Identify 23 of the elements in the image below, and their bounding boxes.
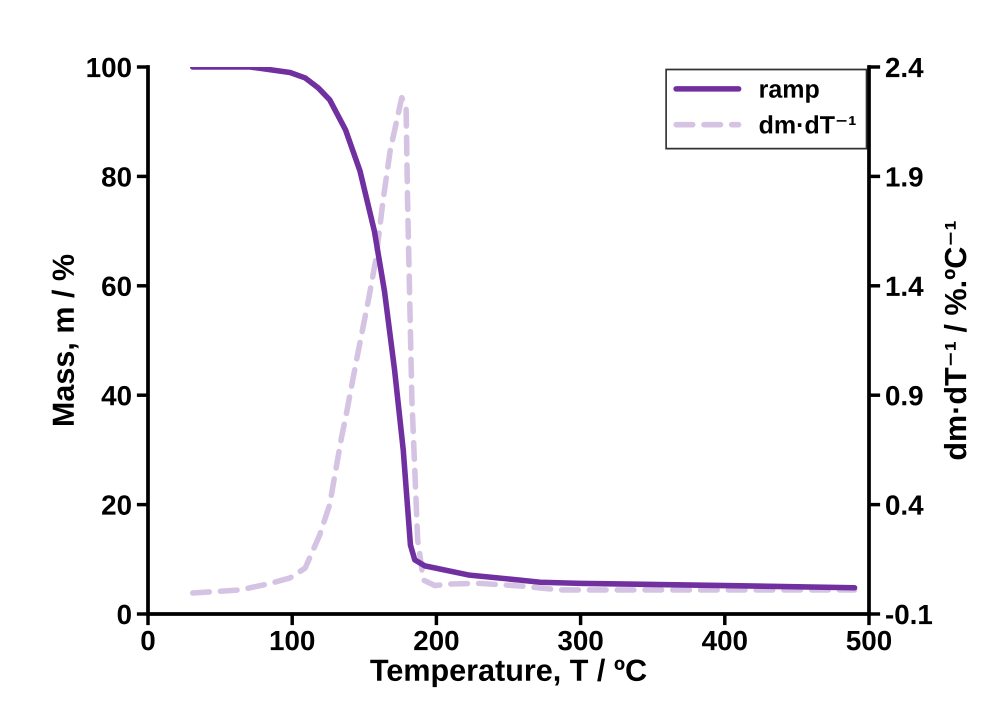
y2-tick-label: 1.4 — [886, 276, 924, 296]
y2-axis-title: dm·dT⁻¹ / %.ºC⁻¹ — [944, 221, 967, 460]
x-tick-label: 100 — [270, 630, 314, 650]
legend-label: ramp — [760, 84, 819, 103]
legend-label: dm·dT⁻¹ — [760, 115, 856, 134]
y-tick-label: 40 — [102, 386, 131, 406]
y-axis-title: Mass, m / % — [52, 254, 79, 426]
x-tick-label: 400 — [702, 630, 747, 650]
y2-tick-label: 1.9 — [886, 167, 923, 187]
y-tick-label: 0 — [118, 604, 131, 624]
y-tick-label: 20 — [102, 495, 131, 515]
x-axis-title: Temperature, T / ºC — [370, 658, 646, 688]
x-tick-label: 0 — [141, 630, 155, 650]
x-tick-label: 200 — [414, 630, 458, 650]
y-tick-label: 100 — [87, 58, 131, 78]
y2-tick-label: 0.9 — [886, 386, 923, 406]
y-tick-label: 80 — [102, 167, 131, 187]
y2-tick-label: 0.4 — [886, 495, 924, 515]
y-tick-label: 60 — [102, 276, 131, 296]
y2-tick-label: 2.4 — [886, 58, 924, 78]
y2-tick-label: -0.1 — [886, 604, 932, 624]
x-tick-label: 500 — [846, 630, 892, 650]
x-tick-label: 300 — [558, 630, 603, 650]
